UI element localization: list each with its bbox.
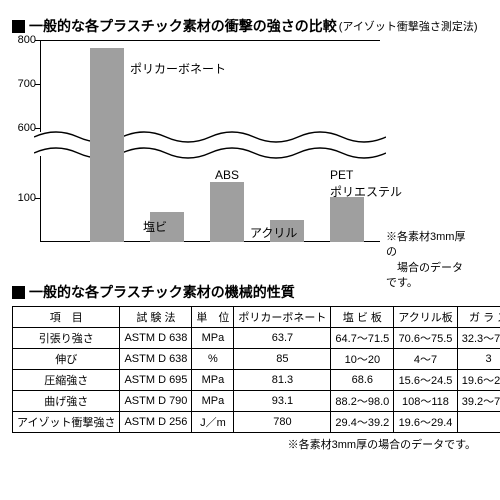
- col-header: 項 目: [13, 307, 120, 328]
- table-cell: 39.2～78.5: [457, 391, 500, 412]
- col-header: 試 験 法: [120, 307, 192, 328]
- table-cell: 伸び: [13, 349, 120, 370]
- axis-break-top: [34, 130, 386, 144]
- table-cell: 64.7～71.5: [331, 328, 394, 349]
- properties-table: 項 目試 験 法単 位ポリカーボネート塩 ビ 板アクリル板ガ ラ ス 引張り強さ…: [12, 306, 500, 433]
- chart-title: 一般的な各プラスチック素材の衝撃の強さの比較 (アイゾット衝撃強さ測定法): [12, 16, 488, 36]
- axis-break-bottom: [34, 146, 386, 160]
- chart-title-text: 一般的な各プラスチック素材の衝撃の強さの比較: [29, 16, 337, 36]
- table-cell: J／m: [192, 412, 234, 433]
- table-cell: %: [192, 349, 234, 370]
- table-cell: ASTM D 256: [120, 412, 192, 433]
- bar-label-2: ABS: [215, 168, 239, 182]
- table-row: 伸びASTM D 638%8510～204～73: [13, 349, 500, 370]
- table-cell: ASTM D 638: [120, 328, 192, 349]
- table-cell: アイゾット衝撃強さ: [13, 412, 120, 433]
- table-cell: 10～20: [331, 349, 394, 370]
- bullet-icon: [12, 20, 25, 33]
- bar-label2-4: ポリエステル: [330, 183, 402, 200]
- table-cell: 85: [234, 349, 331, 370]
- table-cell: 88.2～98.0: [331, 391, 394, 412]
- table-cell: 108～118: [394, 391, 457, 412]
- bar-label-4: PET: [330, 168, 353, 182]
- col-header: ポリカーボネート: [234, 307, 331, 328]
- table-cell: 780: [234, 412, 331, 433]
- bar-label-0: ポリカーボネート: [130, 60, 226, 77]
- table-cell: 15.6～24.5: [394, 370, 457, 391]
- table-row: 引張り強さASTM D 638MPa63.764.7～71.570.6～75.5…: [13, 328, 500, 349]
- table-cell: 3: [457, 349, 500, 370]
- table-cell: ASTM D 790: [120, 391, 192, 412]
- ytick-600: 600: [10, 122, 36, 134]
- col-header: 単 位: [192, 307, 234, 328]
- table-cell: MPa: [192, 391, 234, 412]
- bar-4: [330, 197, 364, 242]
- impact-chart: 800 700 600 100 ポリカーボネート塩ビABSアクリルPETポリエス…: [40, 40, 470, 270]
- ytick-800: 800: [10, 34, 36, 46]
- table-cell: ASTM D 638: [120, 349, 192, 370]
- table-cell: ASTM D 695: [120, 370, 192, 391]
- col-header: ガ ラ ス: [457, 307, 500, 328]
- bar-label-3: アクリル: [250, 224, 297, 241]
- table-cell: 81.3: [234, 370, 331, 391]
- bar-0: [90, 48, 124, 242]
- ytick-700: 700: [10, 78, 36, 90]
- ytick-100: 100: [10, 192, 36, 204]
- table-cell: 63.7: [234, 328, 331, 349]
- table-cell: 93.1: [234, 391, 331, 412]
- table-row: アイゾット衝撃強さASTM D 256J／m78029.4～39.219.6～2…: [13, 412, 500, 433]
- table-title-text: 一般的な各プラスチック素材の機械的性質: [29, 282, 295, 302]
- table-cell: 19.6～29.4: [394, 412, 457, 433]
- bullet-icon: [12, 286, 25, 299]
- table-cell: MPa: [192, 370, 234, 391]
- table-cell: 圧縮強さ: [13, 370, 120, 391]
- table-cell: 29.4～39.2: [331, 412, 394, 433]
- bar-2: [210, 182, 244, 242]
- table-cell: 70.6～75.5: [394, 328, 457, 349]
- col-header: 塩 ビ 板: [331, 307, 394, 328]
- bar-label-1: 塩ビ: [143, 218, 167, 235]
- chart-note: ※各素材3mm厚の 場合のデータです。: [386, 230, 470, 292]
- table-cell: 引張り強さ: [13, 328, 120, 349]
- table-cell: 4～7: [394, 349, 457, 370]
- chart-subtitle: (アイゾット衝撃強さ測定法): [339, 18, 478, 34]
- table-cell: [457, 412, 500, 433]
- col-header: アクリル板: [394, 307, 457, 328]
- table-footnote: ※各素材3mm厚の場合のデータです。: [12, 436, 476, 452]
- table-cell: 32.3～79.4: [457, 328, 500, 349]
- table-row: 曲げ強さASTM D 790MPa93.188.2～98.0108～11839.…: [13, 391, 500, 412]
- table-cell: MPa: [192, 328, 234, 349]
- table-row: 圧縮強さASTM D 695MPa81.368.615.6～24.519.6～2…: [13, 370, 500, 391]
- table-cell: 曲げ強さ: [13, 391, 120, 412]
- table-cell: 19.6～29.4: [457, 370, 500, 391]
- table-cell: 68.6: [331, 370, 394, 391]
